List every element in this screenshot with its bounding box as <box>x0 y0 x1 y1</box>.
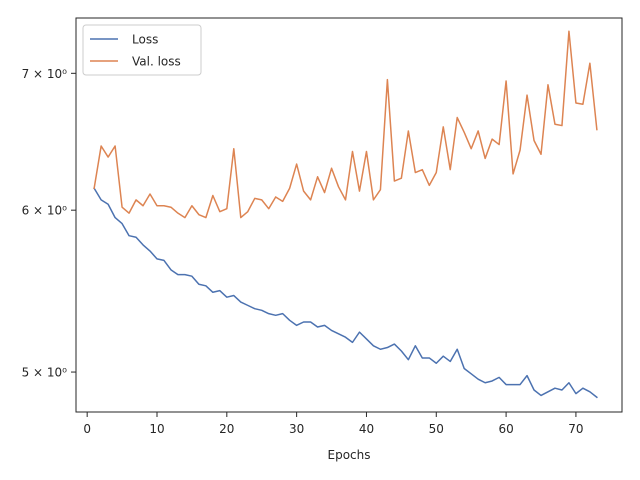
x-tick-label: 40 <box>359 422 374 436</box>
x-tick-label: 10 <box>149 422 164 436</box>
x-tick-label: 50 <box>429 422 444 436</box>
legend-box <box>82 24 202 76</box>
y-tick-label: 7 × 10⁰ <box>22 67 68 81</box>
legend-label-loss: Loss <box>132 33 158 47</box>
legend: Loss Val. loss <box>82 24 202 76</box>
series-line-val-loss <box>93 30 598 219</box>
x-tick-label: 60 <box>498 422 513 436</box>
x-axis-label: Epochs <box>328 448 371 462</box>
series-layer <box>93 30 598 399</box>
y-tick-label: 5 × 10⁰ <box>22 366 68 380</box>
x-axis: 0 10 20 30 40 50 60 70 <box>83 412 584 436</box>
x-tick-label: 20 <box>219 422 234 436</box>
y-axis: 5 × 10⁰ 6 × 10⁰ 7 × 10⁰ <box>22 67 76 380</box>
x-tick-label: 0 <box>83 422 91 436</box>
x-tick-label: 30 <box>289 422 304 436</box>
x-tick-label: 70 <box>568 422 583 436</box>
axes-frame <box>75 17 623 413</box>
y-tick-label: 6 × 10⁰ <box>22 204 68 218</box>
legend-label-val-loss: Val. loss <box>132 55 181 69</box>
series-line-loss <box>93 187 598 399</box>
